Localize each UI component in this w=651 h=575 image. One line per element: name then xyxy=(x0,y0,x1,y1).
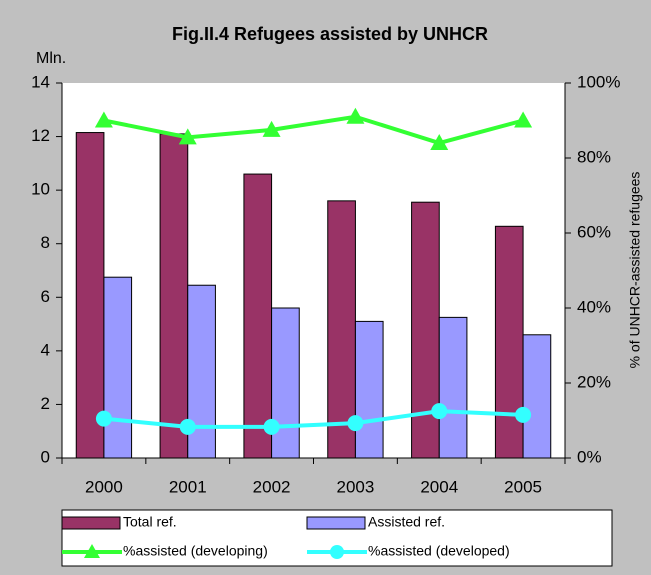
y2-tick-label: 60% xyxy=(577,222,611,241)
x-tick-label: 2005 xyxy=(504,477,542,496)
line-marker xyxy=(431,403,448,420)
legend-marker xyxy=(84,544,100,558)
bar xyxy=(243,173,273,459)
y2-tick-label: 0% xyxy=(577,447,602,466)
legend-swatch xyxy=(306,516,366,530)
line-marker xyxy=(346,107,365,124)
line-marker xyxy=(95,410,112,427)
legend-label: Total ref. xyxy=(123,514,177,530)
legend-label: %assisted (developing) xyxy=(123,543,268,559)
y-tick-label: 2 xyxy=(41,394,50,413)
x-tick-label: 2003 xyxy=(337,477,375,496)
y2-axis-label: % of UNHCR-assisted refugees xyxy=(627,172,643,369)
bar xyxy=(494,225,524,459)
bar xyxy=(159,133,189,459)
bar xyxy=(75,132,105,459)
line-marker xyxy=(262,120,281,137)
line-marker xyxy=(515,406,532,423)
x-tick-label: 2000 xyxy=(85,477,123,496)
line-marker xyxy=(347,415,364,432)
line xyxy=(103,114,524,146)
y-tick-label: 14 xyxy=(31,72,50,91)
line-marker xyxy=(430,134,449,150)
plot-area xyxy=(62,83,565,458)
y-tick-label: 10 xyxy=(31,180,50,199)
y-tick-label: 6 xyxy=(41,287,50,306)
line-marker xyxy=(263,418,280,435)
y-tick-label: 8 xyxy=(41,233,50,252)
x-tick-label: 2001 xyxy=(169,477,207,496)
y2-tick-label: 40% xyxy=(577,297,611,316)
x-tick-label: 2004 xyxy=(420,477,458,496)
y2-tick-label: 20% xyxy=(577,372,611,391)
legend-marker xyxy=(330,545,344,559)
y2-tick-label: 80% xyxy=(577,147,611,166)
legend-swatch xyxy=(61,516,121,530)
y-tick-label: 0 xyxy=(41,447,50,466)
chart-title: Fig.II.4 Refugees assisted by UNHCR xyxy=(172,24,488,44)
line-marker xyxy=(179,418,196,435)
y2-tick-label: 100% xyxy=(577,72,620,91)
bar xyxy=(411,201,440,459)
y-axis-label: Mln. xyxy=(36,50,66,67)
bar xyxy=(354,320,384,459)
bar xyxy=(103,276,133,459)
legend-label: Assisted ref. xyxy=(368,514,445,530)
bar xyxy=(438,316,468,459)
bar xyxy=(271,307,300,459)
legend-label: %assisted (developed) xyxy=(368,543,510,559)
bar xyxy=(522,334,552,459)
line-marker xyxy=(514,111,533,128)
line-marker xyxy=(94,111,113,128)
x-tick-label: 2002 xyxy=(253,477,291,496)
y-tick-label: 4 xyxy=(41,340,50,359)
y-tick-label: 12 xyxy=(31,126,50,145)
line-marker xyxy=(178,128,197,145)
line xyxy=(103,409,524,429)
